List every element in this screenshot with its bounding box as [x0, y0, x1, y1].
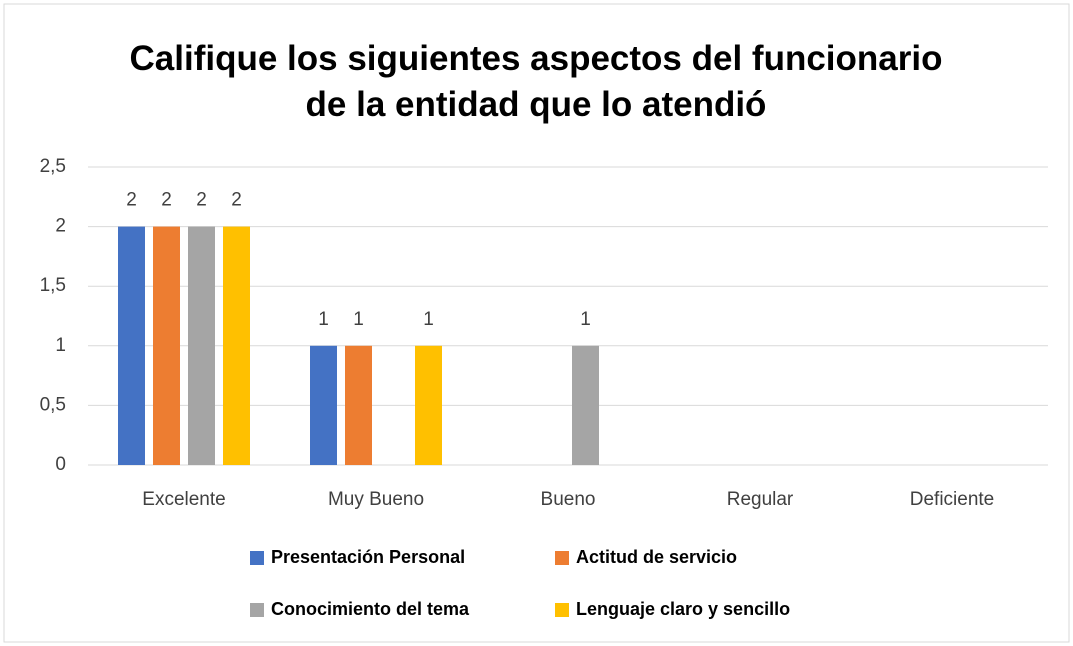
- data-label: 2: [196, 190, 207, 211]
- legend-label: Conocimiento del tema: [271, 599, 470, 619]
- x-tick-label: Muy Bueno: [328, 489, 424, 510]
- y-tick-label: 0: [55, 454, 66, 475]
- legend-label: Actitud de servicio: [576, 547, 737, 567]
- data-label: 2: [161, 190, 172, 211]
- bar: [118, 226, 145, 465]
- chart-title: Califique los siguientes aspectos del fu…: [129, 39, 943, 124]
- x-tick-label: Bueno: [541, 489, 596, 510]
- y-tick-label: 2: [55, 216, 66, 237]
- legend-swatch: [555, 603, 569, 617]
- legend-label: Lenguaje claro y sencillo: [576, 599, 790, 619]
- bar: [415, 345, 442, 465]
- y-tick-label: 0,5: [40, 394, 66, 415]
- bar: [345, 345, 372, 465]
- legend-swatch: [555, 551, 569, 565]
- y-tick-label: 2,5: [40, 156, 66, 177]
- bar: [572, 345, 599, 465]
- data-label: 1: [353, 309, 364, 330]
- x-tick-label: Regular: [727, 489, 794, 510]
- y-tick-label: 1,5: [40, 275, 66, 296]
- x-tick-label: Deficiente: [910, 489, 995, 510]
- x-tick-label: Excelente: [142, 489, 225, 510]
- chart-border: [3, 3, 1070, 643]
- legend-swatch: [250, 603, 264, 617]
- legend-label: Presentación Personal: [271, 547, 465, 567]
- y-tick-label: 1: [55, 335, 66, 356]
- legend-swatch: [250, 551, 264, 565]
- bar: [153, 226, 180, 465]
- data-label: 2: [231, 190, 242, 211]
- data-label: 1: [318, 309, 329, 330]
- bar: [310, 345, 337, 465]
- bar: [223, 226, 250, 465]
- bar: [188, 226, 215, 465]
- data-label: 1: [580, 309, 591, 330]
- data-label: 2: [126, 190, 137, 211]
- data-label: 1: [423, 309, 434, 330]
